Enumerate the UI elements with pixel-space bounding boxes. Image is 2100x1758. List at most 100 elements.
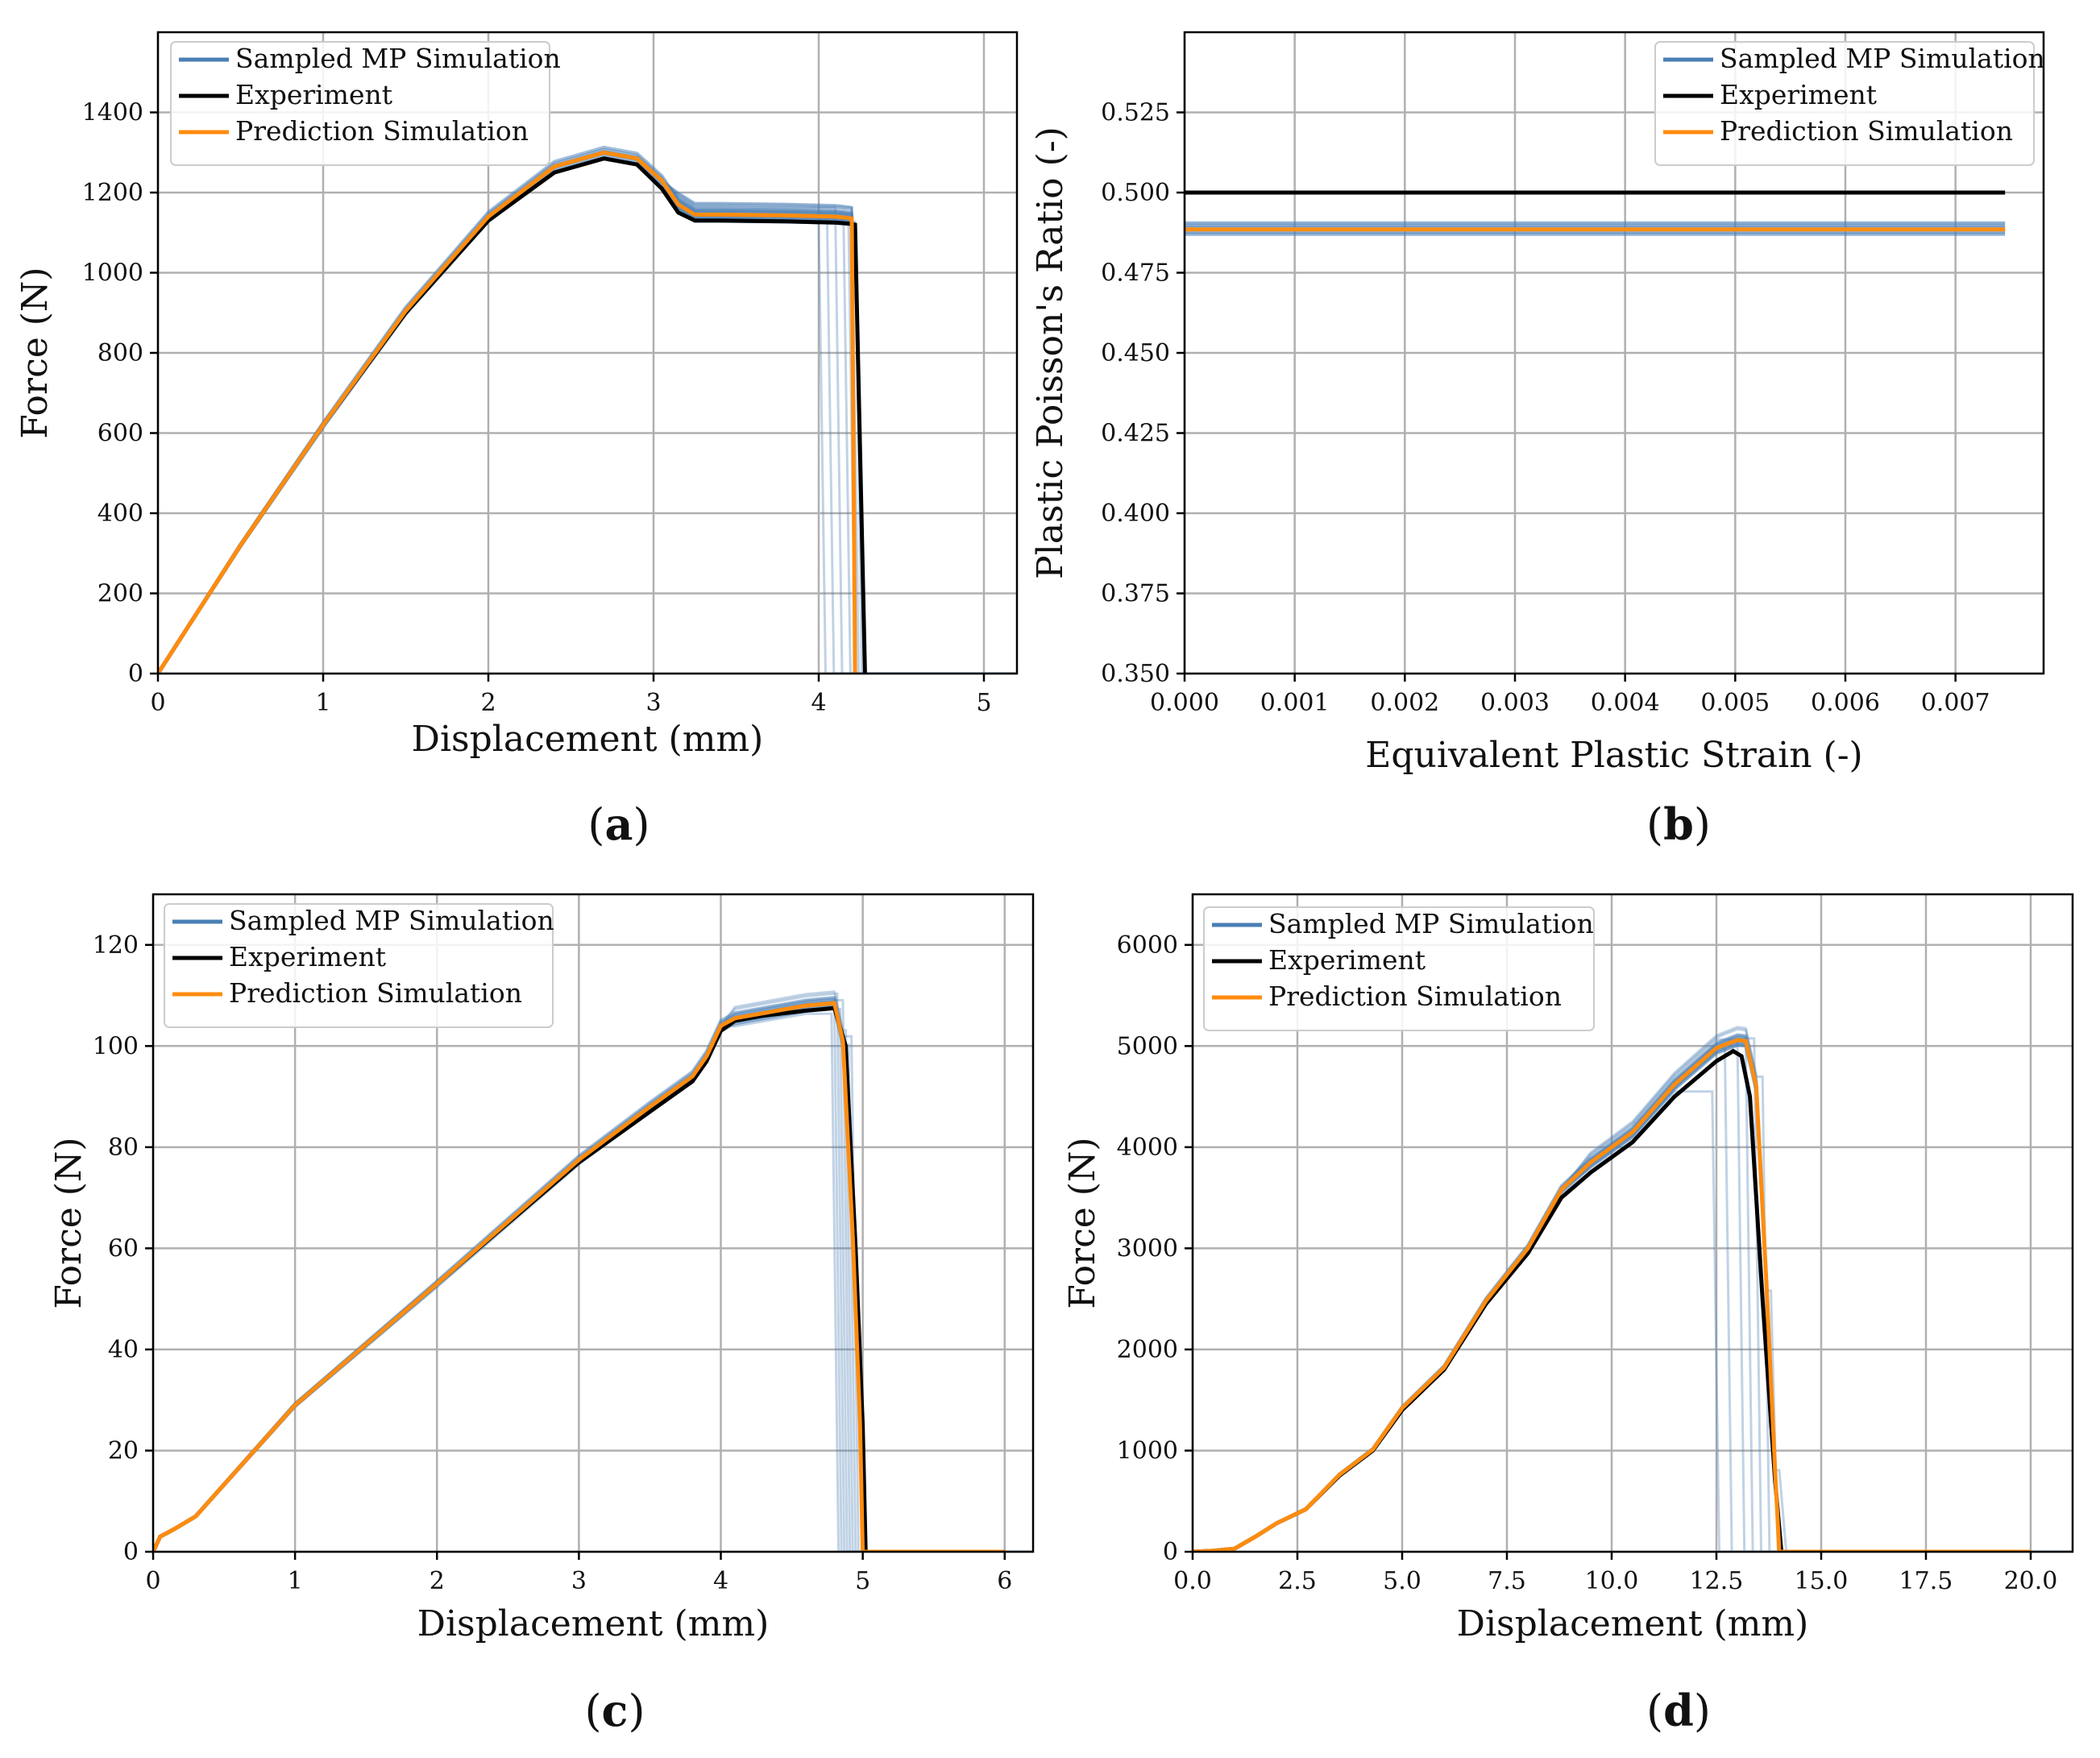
series-prediction-simulation — [1193, 1038, 2031, 1552]
sampled-line — [158, 151, 1017, 674]
sampled-line — [158, 151, 1017, 674]
sampled-line — [158, 151, 1017, 674]
sampled-line — [1193, 1038, 2073, 1552]
x-tick-label: 12.5 — [1690, 1567, 1744, 1595]
x-tick-label: 3 — [571, 1567, 587, 1595]
x-tick-label: 17.5 — [1899, 1567, 1953, 1595]
sampled-line — [158, 151, 1017, 674]
plot-area — [1193, 1026, 2073, 1552]
sampled-line — [158, 155, 857, 674]
y-tick-label: 1000 — [82, 259, 143, 288]
x-tick-label: 0 — [150, 689, 165, 717]
legend-label: Experiment — [235, 79, 392, 110]
sampled-line — [158, 147, 857, 674]
chart-a: 0 1 2 3 4 5 0 200 400 600 800 1000 1200 1400 Displacem… — [15, 31, 1019, 850]
plot-area — [158, 145, 1017, 674]
y-tick-label: 0.500 — [1101, 179, 1170, 207]
y-tick-label: 1400 — [82, 99, 143, 127]
x-tick-label: 5 — [855, 1567, 870, 1595]
grid — [156, 32, 1017, 675]
y-tick-label: 100 — [93, 1032, 139, 1060]
sampled-line — [158, 151, 1017, 674]
y-tick-label: 1000 — [1117, 1437, 1178, 1465]
y-axis-label: Force (N) — [15, 267, 56, 438]
y-tick-label: 60 — [108, 1234, 139, 1263]
y-tick-label: 0.525 — [1101, 99, 1170, 127]
series-prediction-simulation — [153, 1001, 1005, 1552]
x-axis-label: Equivalent Plastic Strain (-) — [1365, 735, 1862, 776]
x-tick-label: 1 — [288, 1567, 303, 1595]
plot-area — [1185, 190, 2006, 236]
x-tick-label: 4 — [713, 1567, 728, 1595]
legend-box — [1203, 906, 1595, 1031]
x-tick-label: 0.002 — [1370, 689, 1439, 717]
legend-label: Sampled MP Simulation — [229, 905, 554, 936]
y-tick-label: 400 — [98, 500, 143, 528]
x-tick-label: 2 — [480, 689, 496, 717]
y-tick-label: 0 — [128, 660, 143, 688]
sampled-line — [1193, 1027, 2073, 1552]
y-tick-label: 0.425 — [1101, 420, 1170, 448]
y-tick-label: 0.450 — [1101, 339, 1170, 367]
chart-d: 0.0 2.5 5.0 7.5 10.0 12.5 15.0 17.5 20.0 0 1000 200… — [1062, 893, 2074, 1736]
sampled-line — [1193, 1036, 2073, 1552]
x-tick-label: 0.003 — [1480, 689, 1550, 717]
y-axis-label: Force (N) — [1062, 1137, 1103, 1308]
y-tick-label: 3000 — [1117, 1234, 1178, 1263]
sampled-line — [158, 151, 1017, 674]
sampled-line — [1193, 1034, 2073, 1552]
y-tick-label: 0.475 — [1101, 259, 1170, 288]
x-tick-label: 3 — [645, 689, 661, 717]
legend-label: Sampled MP Simulation — [235, 43, 561, 74]
y-tick-label: 0 — [123, 1538, 139, 1566]
legend: Sampled MP Simulation Experiment Predictio… — [1203, 906, 1595, 1031]
x-tick-label: 20.0 — [2004, 1567, 2058, 1595]
sampled-line — [153, 997, 1033, 1552]
y-tick-label: 80 — [108, 1134, 139, 1162]
sampled-line — [158, 151, 1017, 674]
legend-label: Prediction Simulation — [1720, 115, 2013, 147]
series-prediction-simulation — [158, 150, 857, 674]
legend-label: Prediction Simulation — [229, 977, 522, 1009]
x-tick-label: 0.005 — [1700, 689, 1770, 717]
panel-caption: (a) — [587, 798, 650, 850]
x-tick-label: 1 — [315, 689, 330, 717]
x-tick-label: 0 — [145, 1567, 160, 1595]
y-tick-label: 600 — [98, 420, 143, 448]
legend-label: Prediction Simulation — [235, 115, 529, 147]
sampled-line — [153, 999, 1033, 1552]
panel-caption: (c) — [584, 1685, 645, 1736]
panel-caption: (d) — [1646, 1685, 1711, 1736]
sampled-line — [153, 1012, 1033, 1552]
chart-b: 0.000 0.001 0.002 0.003 0.004 0.005 0.006 0.007… — [1030, 31, 2045, 850]
sampled-line — [158, 151, 1017, 674]
x-tick-label: 0.006 — [1811, 689, 1880, 717]
legend-label: Sampled MP Simulation — [1720, 43, 2045, 74]
legend: Sampled MP Simulation Experiment Predictio… — [1654, 41, 2045, 166]
y-tick-label: 5000 — [1117, 1032, 1178, 1060]
x-tick-label: 2.5 — [1278, 1567, 1317, 1595]
sampled-line — [158, 151, 1017, 674]
x-tick-label: 10.0 — [1585, 1567, 1639, 1595]
x-tick-label: 4 — [811, 689, 826, 717]
legend-label: Experiment — [1720, 79, 1877, 110]
x-axis-label: Displacement (mm) — [412, 719, 764, 760]
y-axis-label: Force (N) — [48, 1137, 89, 1308]
legend-box — [170, 41, 550, 166]
series-sampled-mp-simulation — [158, 145, 1017, 674]
y-tick-label: 0.400 — [1101, 500, 1170, 528]
y-tick-label: 2000 — [1117, 1336, 1178, 1364]
y-tick-label: 20 — [108, 1437, 139, 1465]
sampled-line — [158, 145, 857, 674]
legend-box — [164, 903, 554, 1028]
sampled-line — [158, 151, 1017, 674]
sampled-line — [153, 1003, 1033, 1552]
sampled-line — [158, 151, 1017, 674]
sampled-line — [158, 151, 1017, 674]
y-tick-label: 0.375 — [1101, 580, 1170, 608]
x-tick-label: 5.0 — [1383, 1567, 1421, 1595]
y-tick-label: 800 — [98, 339, 143, 367]
x-tick-label: 0.004 — [1591, 689, 1660, 717]
sampled-line — [158, 151, 857, 674]
